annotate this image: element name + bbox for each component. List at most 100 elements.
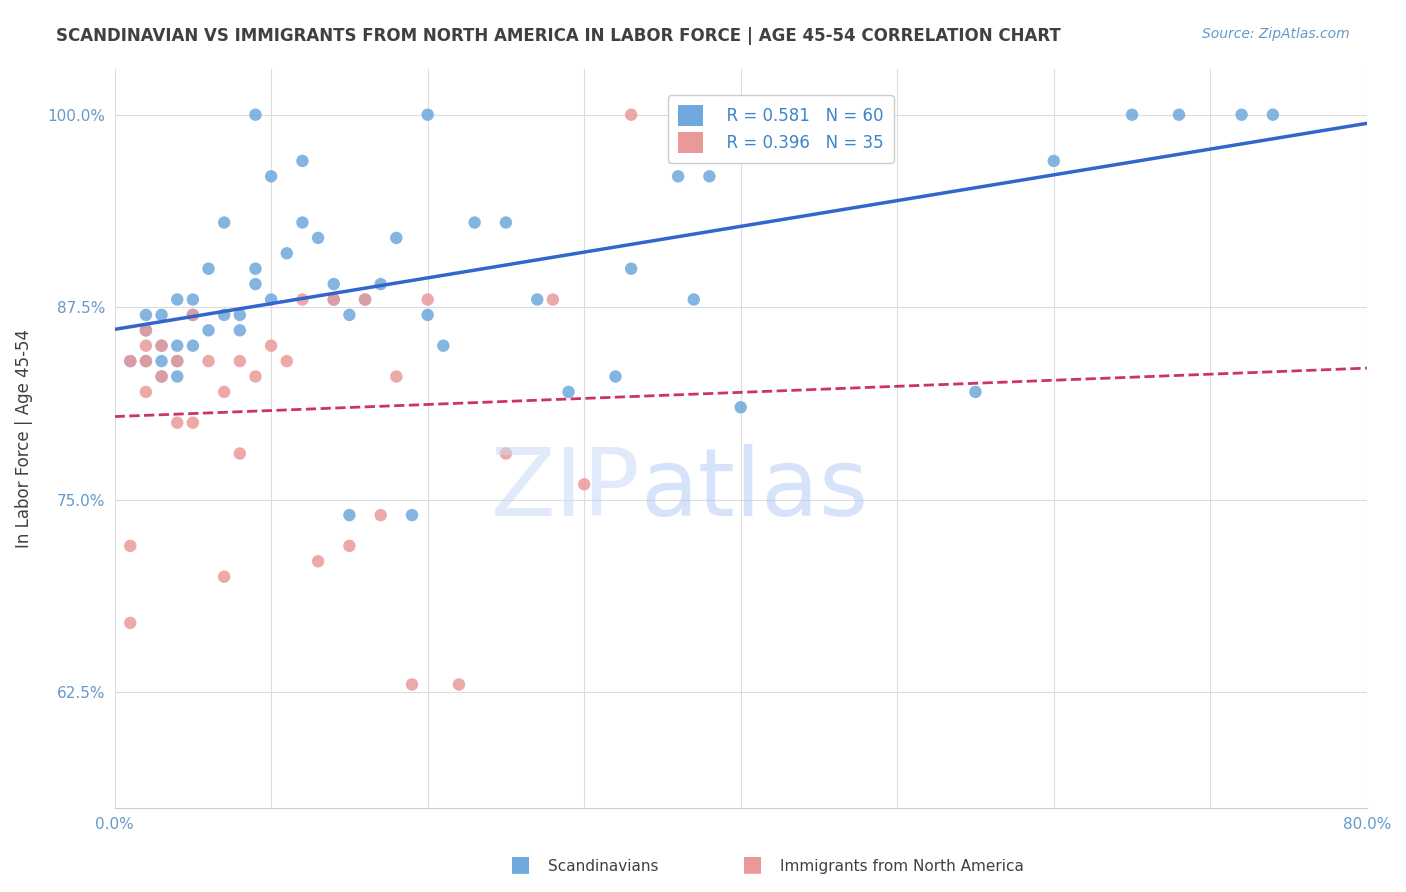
Point [416,293,439,307]
Point [495,215,517,229]
Point [401,508,423,522]
Point [181,416,204,430]
Point [197,261,219,276]
Point [135,323,157,337]
Point [120,354,142,368]
Point [150,369,173,384]
Point [181,308,204,322]
Point [354,293,377,307]
Point [135,354,157,368]
Point [120,354,142,368]
Point [181,339,204,353]
Point [730,401,752,415]
Point [229,354,252,368]
Text: ■: ■ [742,855,762,874]
Text: Immigrants from North America: Immigrants from North America [780,859,1024,874]
Point [541,293,564,307]
Legend:   R = 0.581   N = 60,   R = 0.396   N = 35: R = 0.581 N = 60, R = 0.396 N = 35 [668,95,894,162]
Point [447,677,470,691]
Point [322,293,344,307]
Text: Source: ZipAtlas.com: Source: ZipAtlas.com [1202,27,1350,41]
Point [432,339,454,353]
Point [276,354,298,368]
Point [276,246,298,260]
Point [166,369,188,384]
Point [245,277,267,292]
Point [714,108,737,122]
Point [260,339,283,353]
Point [166,354,188,368]
Point [370,508,392,522]
Point [197,354,219,368]
Point [181,308,204,322]
Point [1261,108,1284,122]
Point [965,384,987,399]
Point [1042,153,1064,168]
Point [416,108,439,122]
Point [245,108,267,122]
Point [150,354,173,368]
Point [339,308,361,322]
Point [682,293,704,307]
Point [354,293,377,307]
Point [166,293,188,307]
Point [229,446,252,460]
Text: ■: ■ [510,855,530,874]
Point [135,384,157,399]
Point [150,339,173,353]
Point [229,323,252,337]
Point [212,570,235,584]
Point [260,293,283,307]
Point [120,539,142,553]
Point [260,169,283,184]
Text: Scandinavians: Scandinavians [548,859,659,874]
Point [807,108,830,122]
Point [135,323,157,337]
Point [229,308,252,322]
Point [572,477,595,491]
Point [291,153,314,168]
Point [150,339,173,353]
Point [212,384,235,399]
Point [1121,108,1143,122]
Point [464,215,486,229]
Point [620,261,643,276]
Point [495,446,517,460]
Point [307,231,329,245]
Point [339,508,361,522]
Point [150,308,173,322]
Point [135,339,157,353]
Point [245,261,267,276]
Point [197,323,219,337]
Point [401,677,423,691]
Point [322,293,344,307]
Text: ZIP: ZIP [491,444,641,536]
Point [307,554,329,568]
Point [526,293,548,307]
Point [166,416,188,430]
Point [166,354,188,368]
Text: SCANDINAVIAN VS IMMIGRANTS FROM NORTH AMERICA IN LABOR FORCE | AGE 45-54 CORRELA: SCANDINAVIAN VS IMMIGRANTS FROM NORTH AM… [56,27,1062,45]
Point [699,169,721,184]
Point [166,339,188,353]
Point [120,615,142,630]
Point [666,169,689,184]
Point [291,293,314,307]
Point [385,369,408,384]
Point [339,539,361,553]
Point [135,354,157,368]
Y-axis label: In Labor Force | Age 45-54: In Labor Force | Age 45-54 [15,328,32,548]
Point [135,308,157,322]
Point [322,277,344,292]
Point [370,277,392,292]
Point [761,108,783,122]
Text: atlas: atlas [641,444,869,536]
Point [416,308,439,322]
Point [385,231,408,245]
Point [1230,108,1253,122]
Point [1168,108,1191,122]
Point [181,293,204,307]
Point [245,369,267,384]
Point [620,108,643,122]
Point [212,215,235,229]
